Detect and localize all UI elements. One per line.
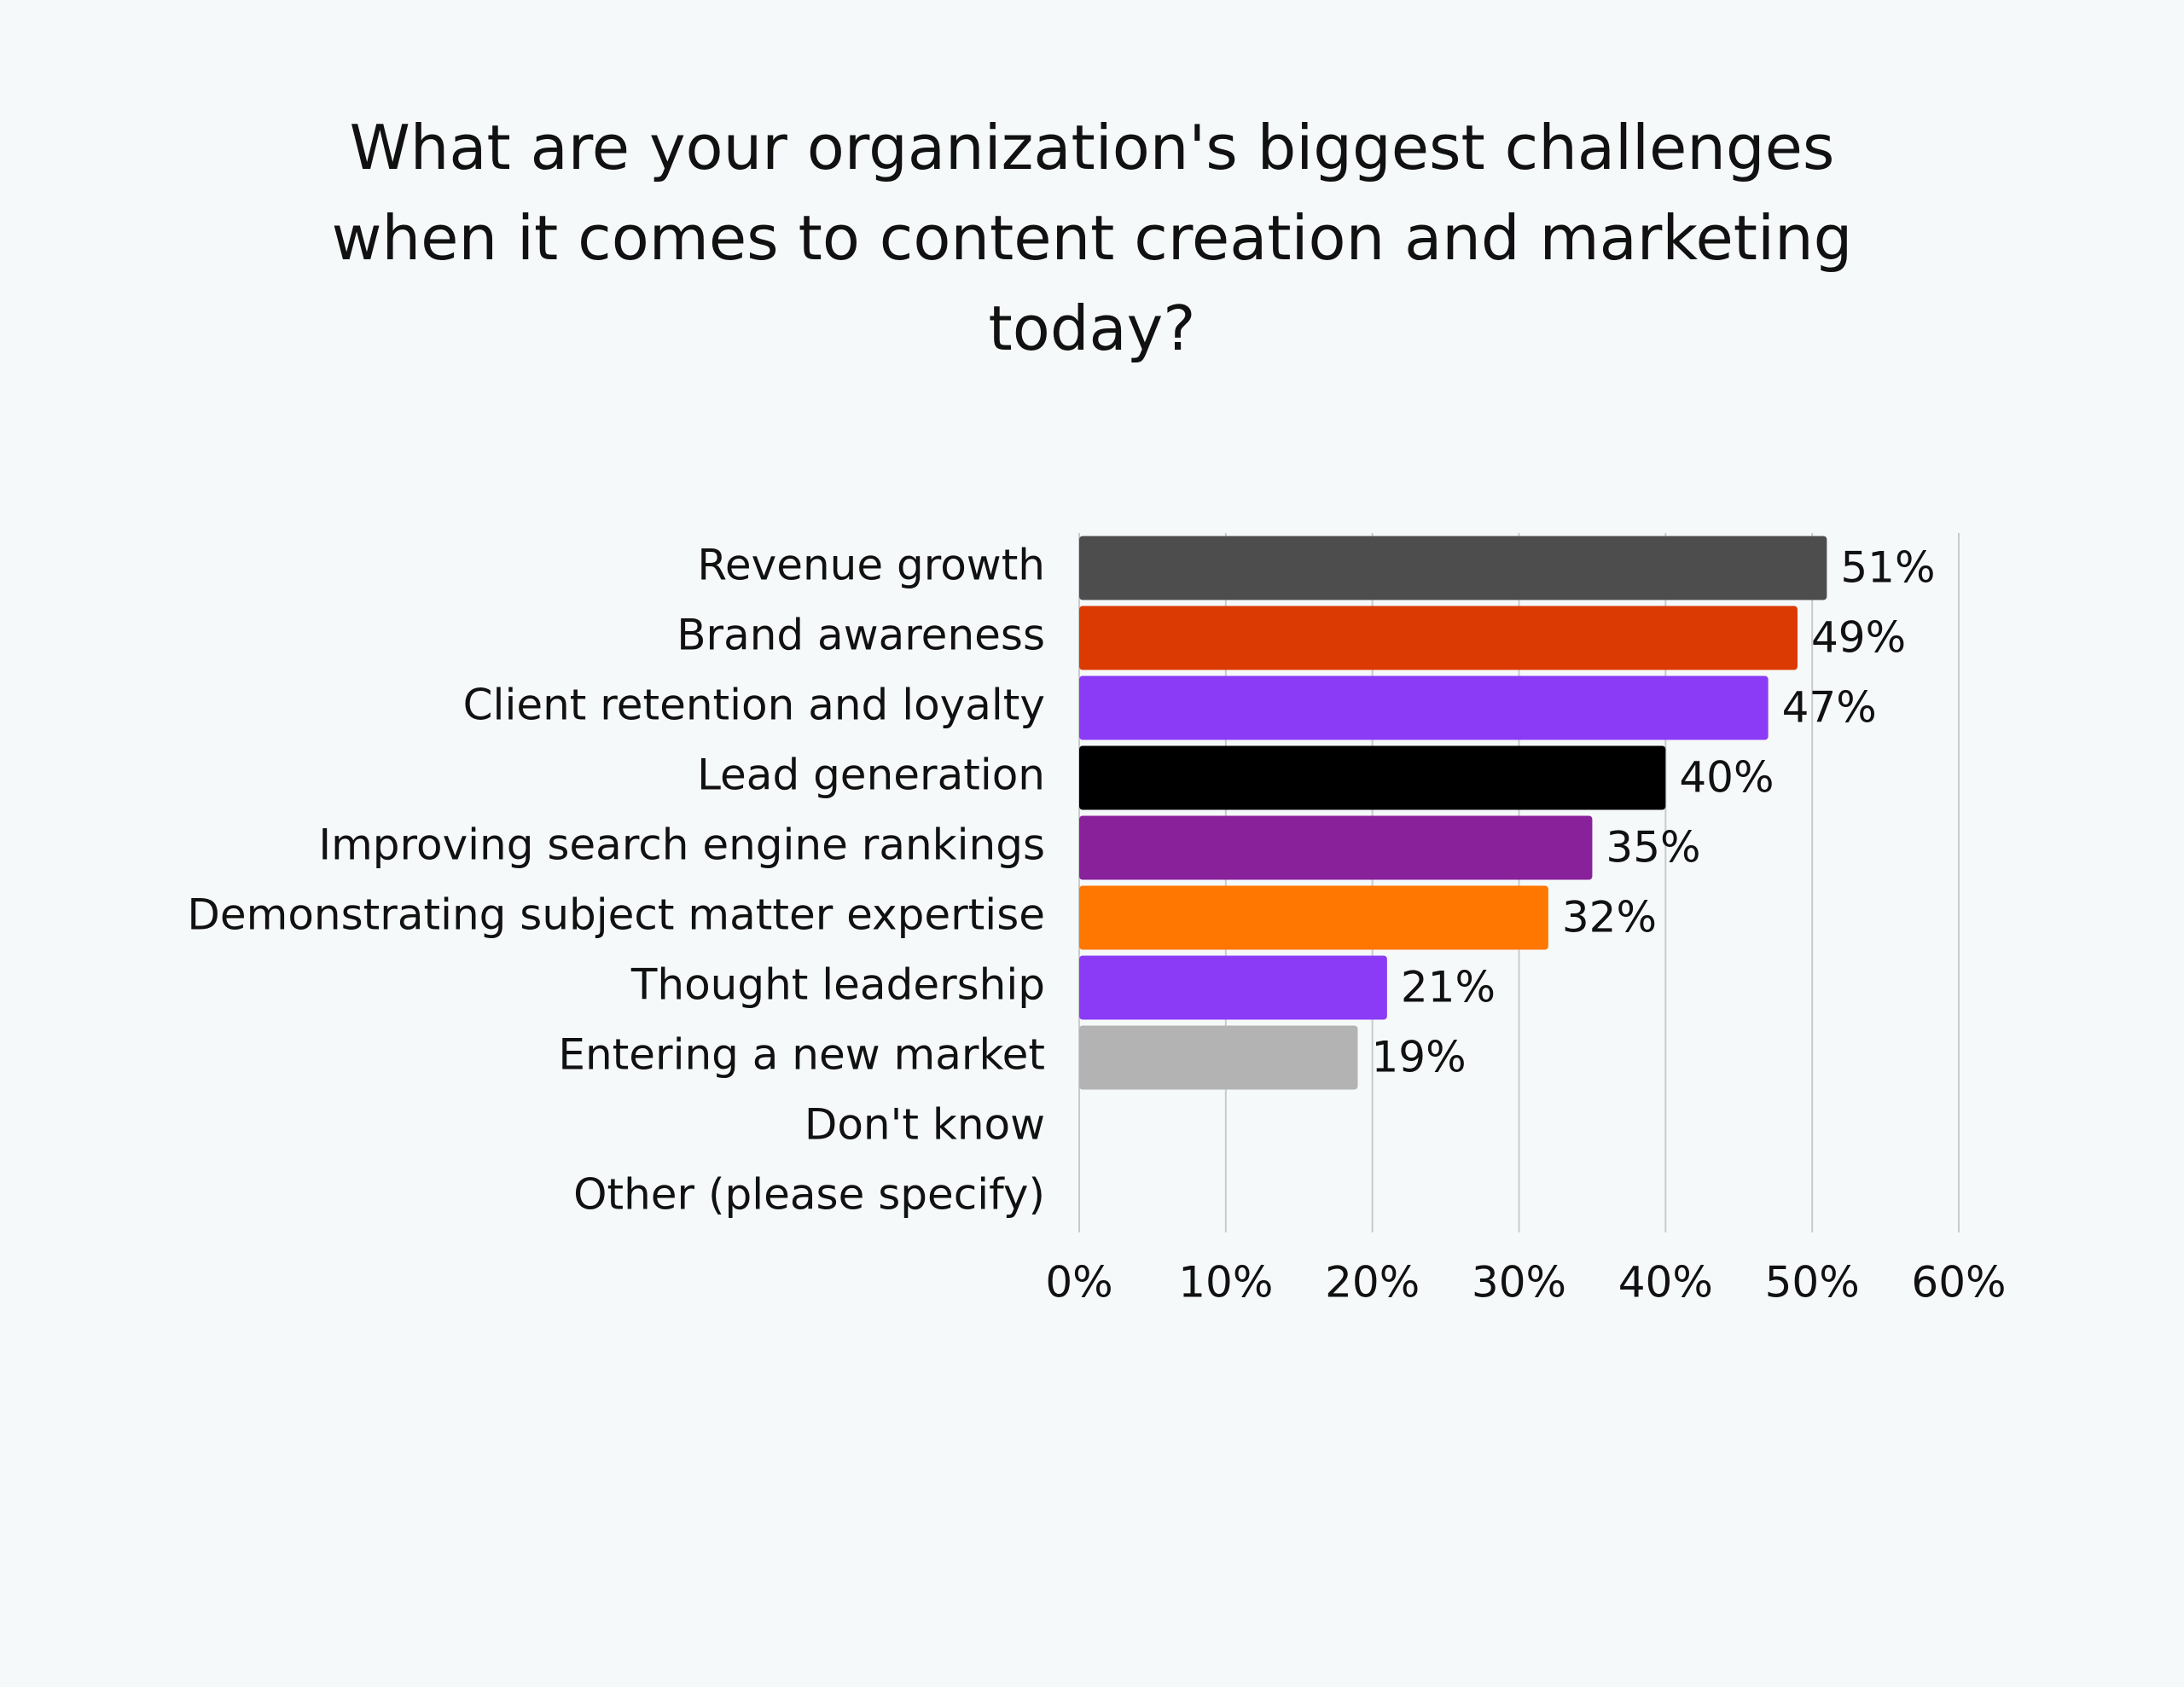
value-label: 21%: [1401, 963, 1496, 1012]
bar: [1079, 815, 1593, 880]
bar: [1079, 745, 1666, 810]
x-tick-label: 0%: [1045, 1258, 1112, 1307]
value-label: 49%: [1811, 613, 1906, 663]
y-tick-label: Thought leadership: [630, 960, 1045, 1010]
bar: [1079, 955, 1387, 1020]
bar: [1079, 675, 1769, 740]
bar: [1079, 1025, 1358, 1090]
y-tick-label: Don't know: [804, 1100, 1045, 1150]
y-tick-label: Improving search engine rankings: [318, 820, 1045, 870]
x-tick-label: 30%: [1472, 1258, 1566, 1307]
y-tick-label: Revenue growth: [697, 541, 1045, 590]
value-label: 51%: [1840, 543, 1935, 593]
y-tick-label: Demonstrating subject matter expertise: [187, 890, 1045, 940]
bar: [1079, 885, 1548, 950]
x-tick-label: 40%: [1618, 1258, 1713, 1307]
value-label: 19%: [1371, 1033, 1466, 1082]
bar: [1079, 536, 1827, 600]
y-tick-label: Brand awareness: [677, 611, 1045, 660]
value-label: 35%: [1606, 823, 1700, 872]
y-tick-label: Entering a new market: [558, 1030, 1045, 1080]
x-tick-label: 50%: [1765, 1258, 1860, 1307]
value-label: 32%: [1562, 893, 1657, 942]
chart-title: What are your organization's biggest cha…: [331, 112, 1853, 364]
x-tick-label: 10%: [1178, 1258, 1273, 1307]
x-tick-label: 60%: [1911, 1258, 2006, 1307]
y-tick-label: Client retention and loyalty: [463, 681, 1045, 730]
bar: [1079, 606, 1798, 670]
x-tick-label: 20%: [1325, 1258, 1420, 1307]
value-label: 40%: [1679, 753, 1774, 803]
y-tick-label: Other (please specify): [573, 1170, 1045, 1220]
value-label: 47%: [1782, 683, 1877, 733]
y-tick-label: Lead generation: [697, 751, 1045, 800]
